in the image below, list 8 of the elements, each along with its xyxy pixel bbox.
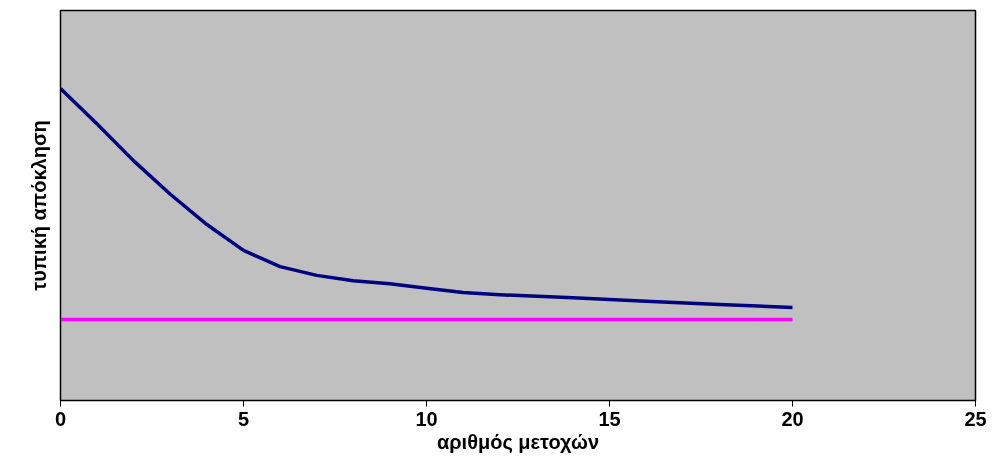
x-tick-label: 25 bbox=[964, 407, 987, 430]
x-tick-label: 20 bbox=[781, 407, 804, 430]
y-axis-title: τυπική απόκληση bbox=[27, 120, 50, 291]
x-tick-label: 5 bbox=[237, 407, 250, 430]
x-axis-title: αριθμός μετοχών bbox=[436, 430, 600, 453]
x-tick-label: 0 bbox=[54, 407, 67, 430]
x-tick-label: 10 bbox=[415, 407, 438, 430]
x-tick-label: 15 bbox=[598, 407, 621, 430]
